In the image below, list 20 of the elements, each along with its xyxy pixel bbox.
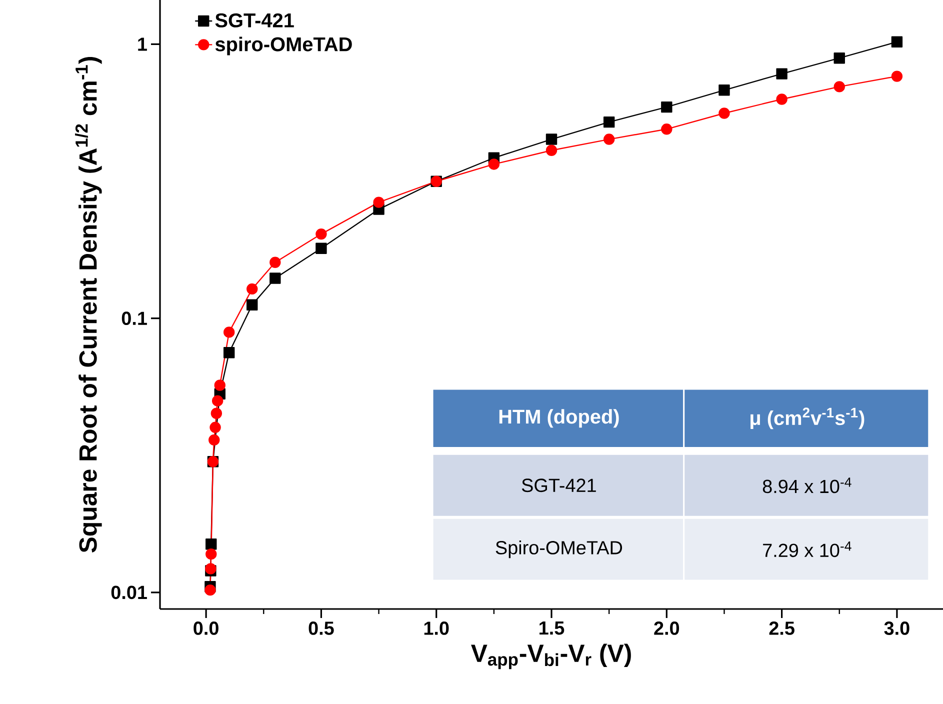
x-tick-label: 2.5: [769, 622, 794, 635]
x-tick-label: 1.5: [540, 622, 564, 635]
legend-label: spiro-OMeTAD: [215, 36, 352, 56]
annotation: 7.29 x 10$^{-4}$: [763, 542, 852, 558]
legend-label: SGT-421: [215, 13, 294, 28]
annotation: HTM (doped): [499, 409, 619, 428]
x-axis-title: V$_{app}$-V$_{bi}$-V$_{r}$ (V): [471, 644, 631, 670]
x-tick-label: 0.5: [308, 622, 334, 635]
y-tick-label: 0.01: [111, 586, 147, 600]
annotation: 8.94 x 10$^{-4}$: [762, 478, 852, 494]
annotation: SGT-421: [522, 478, 596, 492]
y-axis-title: Square Root of Current Density (A$^{1/2}$ cm$^{-1}$): [74, 57, 102, 552]
y-tick-label: 1: [138, 38, 147, 51]
annotation: μ (cm$^{2}$v$^{-1}$s$^{-1}$): [750, 408, 864, 430]
annotation: Spiro-OMeTAD: [496, 540, 622, 558]
x-tick-label: 1.0: [424, 622, 449, 635]
x-tick-label: 0.0: [194, 622, 218, 635]
x-tick-label: 2.0: [654, 622, 680, 635]
y-tick-label: 0.1: [122, 312, 147, 326]
x-tick-label: 3.0: [884, 622, 910, 635]
